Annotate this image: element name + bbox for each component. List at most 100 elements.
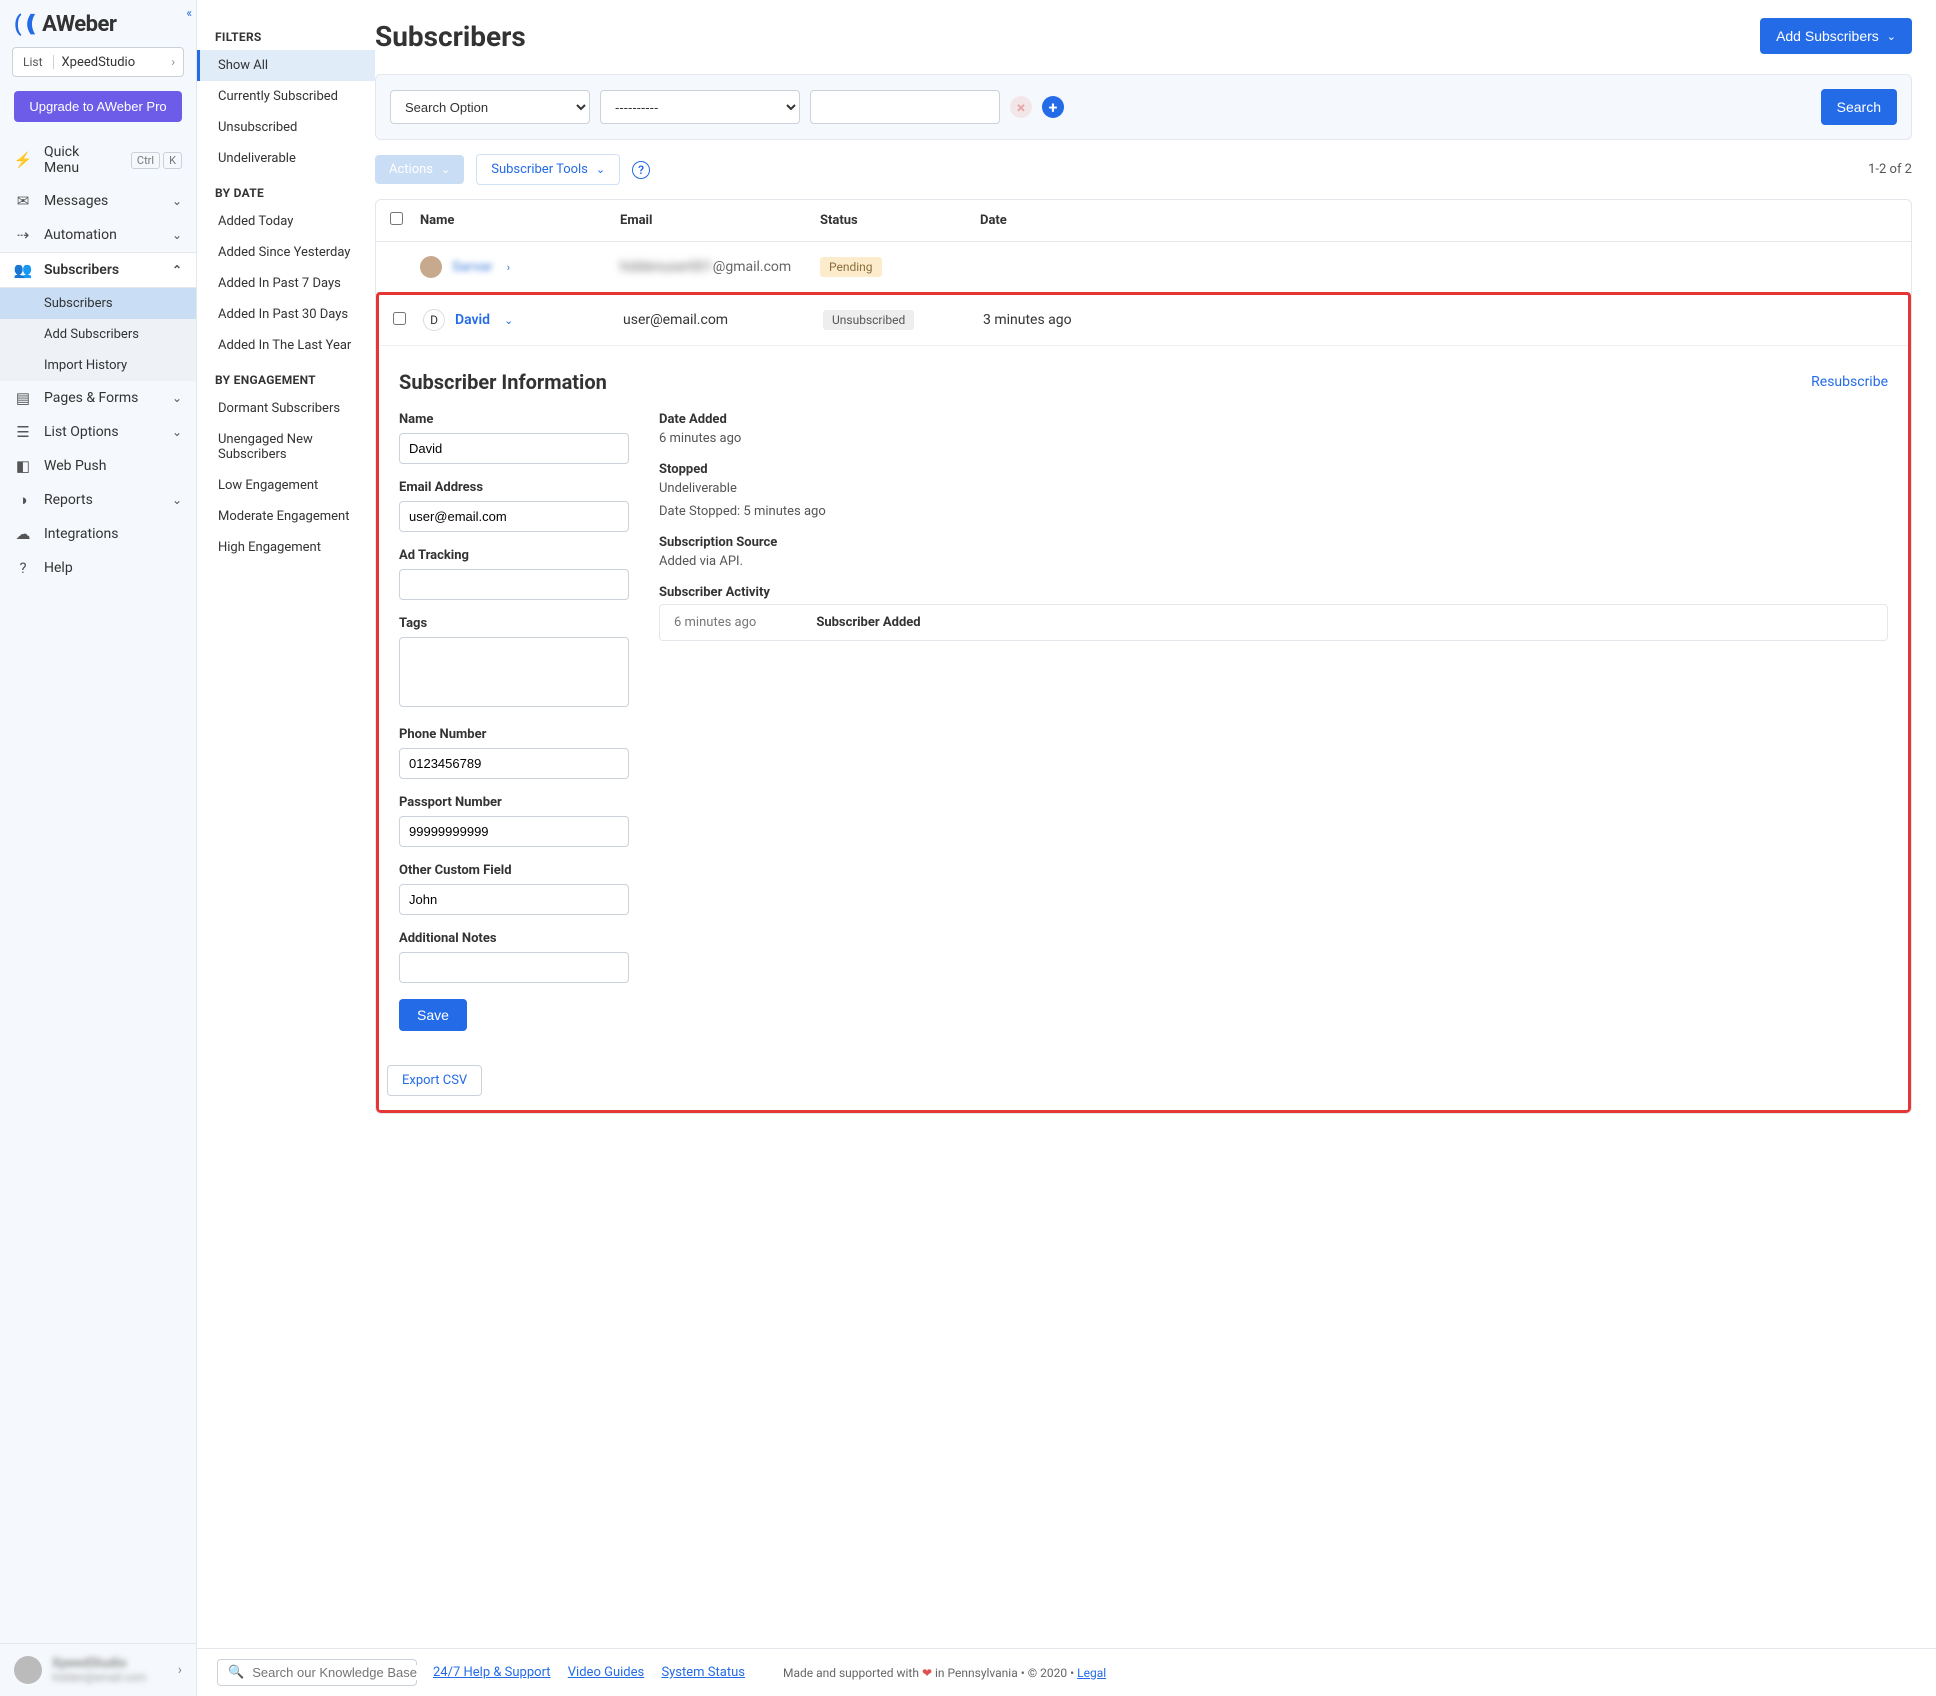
passport-input[interactable] <box>399 816 629 847</box>
table-row[interactable]: D David ⌄ user@email.com Unsubscribed 3 … <box>379 295 1908 346</box>
field-label: Ad Tracking <box>399 548 629 563</box>
filters-column: FILTERS Show All Currently Subscribed Un… <box>197 0 375 1696</box>
nav-quick-menu[interactable]: ⚡ Quick Menu CtrlK <box>0 136 196 184</box>
chevron-down-icon: ⌄ <box>172 194 182 208</box>
brand-logo[interactable]: (❪ AWeber <box>0 0 196 47</box>
resubscribe-link[interactable]: Resubscribe <box>1811 374 1888 390</box>
chart-icon: ◑ <box>14 491 32 509</box>
status-badge: Pending <box>820 257 882 277</box>
help-support-link[interactable]: 24/7 Help & Support <box>433 1665 551 1680</box>
filter-show-all[interactable]: Show All <box>197 50 375 81</box>
filter-undeliverable[interactable]: Undeliverable <box>197 143 375 174</box>
subnav-add-subscribers[interactable]: Add Subscribers <box>0 319 196 350</box>
name-input[interactable] <box>399 433 629 464</box>
row-checkbox[interactable] <box>393 312 406 325</box>
nav-messages[interactable]: ✉ Messages ⌄ <box>0 184 196 218</box>
shortcut-keys: CtrlK <box>128 152 182 168</box>
subscriber-tools-button[interactable]: Subscriber Tools ⌄ <box>476 154 620 185</box>
nav-subscribers[interactable]: 👥 Subscribers ⌃ <box>0 252 196 288</box>
avatar-icon <box>420 256 442 278</box>
filter-currently-subscribed[interactable]: Currently Subscribed <box>197 81 375 112</box>
nav-label: Integrations <box>44 526 118 542</box>
actions-button[interactable]: Actions ⌄ <box>375 155 464 184</box>
nav-integrations[interactable]: ☁ Integrations <box>0 517 196 551</box>
left-sidebar: « (❪ AWeber List XpeedStudio › Upgrade t… <box>0 0 197 1696</box>
system-status-link[interactable]: System Status <box>661 1665 745 1680</box>
help-icon[interactable]: ? <box>632 161 650 179</box>
search-button[interactable]: Search <box>1821 89 1897 125</box>
subscriber-email: user@email.com <box>623 312 823 328</box>
logo-mark-icon: (❪ <box>14 12 40 37</box>
search-value-input[interactable] <box>810 90 1000 124</box>
filter-unsubscribed[interactable]: Unsubscribed <box>197 112 375 143</box>
main-nav: ⚡ Quick Menu CtrlK ✉ Messages ⌄ ⇢ Automa… <box>0 136 196 1643</box>
custom-field-input[interactable] <box>399 884 629 915</box>
heart-icon: ❤ <box>922 1666 932 1680</box>
ad-tracking-input[interactable] <box>399 569 629 600</box>
filter-dormant[interactable]: Dormant Subscribers <box>197 393 375 424</box>
result-count: 1-2 of 2 <box>1868 162 1912 177</box>
filters-engagement-heading: BY ENGAGEMENT <box>197 361 375 393</box>
filter-added-yesterday[interactable]: Added Since Yesterday <box>197 237 375 268</box>
footer-made-in: Made and supported with ❤ in Pennsylvani… <box>783 1666 1106 1680</box>
upgrade-button[interactable]: Upgrade to AWeber Pro <box>14 91 182 122</box>
field-label: Phone Number <box>399 727 629 742</box>
field-label: Passport Number <box>399 795 629 810</box>
filter-past-7-days[interactable]: Added In Past 7 Days <box>197 268 375 299</box>
automation-icon: ⇢ <box>14 226 32 244</box>
list-picker[interactable]: List XpeedStudio › <box>12 47 184 77</box>
add-subscribers-button[interactable]: Add Subscribers ⌄ <box>1760 18 1912 54</box>
filter-unengaged-new[interactable]: Unengaged New Subscribers <box>197 424 375 470</box>
nav-help[interactable]: ? Help <box>0 551 196 585</box>
filter-high-engagement[interactable]: High Engagement <box>197 532 375 563</box>
table-header: Name Email Status Date <box>376 200 1911 242</box>
video-guides-link[interactable]: Video Guides <box>568 1665 644 1680</box>
detail-title: Subscriber Information <box>399 370 607 394</box>
remove-filter-icon[interactable]: × <box>1010 96 1032 118</box>
collapse-sidebar-icon[interactable]: « <box>186 6 192 20</box>
save-button[interactable]: Save <box>399 999 467 1031</box>
bolt-icon: ⚡ <box>14 151 32 169</box>
field-label: Email Address <box>399 480 629 495</box>
table-row[interactable]: Sarvar › hiddenuser001@gmail.com Pending <box>376 242 1911 293</box>
status-badge: Unsubscribed <box>823 310 914 330</box>
filter-last-year[interactable]: Added In The Last Year <box>197 330 375 361</box>
select-all-checkbox[interactable] <box>390 212 403 225</box>
list-picker-label: List <box>13 55 54 69</box>
filter-added-today[interactable]: Added Today <box>197 206 375 237</box>
subnav-subscribers[interactable]: Subscribers <box>0 288 196 319</box>
nav-pages-forms[interactable]: ▤ Pages & Forms ⌄ <box>0 381 196 415</box>
nav-list-options[interactable]: ☰ List Options ⌄ <box>0 415 196 449</box>
notes-input[interactable] <box>399 952 629 983</box>
col-email: Email <box>620 213 820 228</box>
subscriber-name: Sarvar <box>452 259 493 275</box>
button-label: Subscriber Tools <box>491 162 588 177</box>
chevron-down-icon: ⌄ <box>172 391 182 405</box>
phone-input[interactable] <box>399 748 629 779</box>
sidebar-user-info: XpeedStudio hidden@email.com <box>52 1656 168 1684</box>
export-csv-button[interactable]: Export CSV <box>387 1065 482 1096</box>
help-icon: ? <box>14 559 32 577</box>
nav-label: Help <box>44 560 73 576</box>
activity-row: 6 minutes ago Subscriber Added <box>659 604 1888 641</box>
nav-reports[interactable]: ◑ Reports ⌄ <box>0 483 196 517</box>
legal-link[interactable]: Legal <box>1077 1666 1106 1680</box>
nav-web-push[interactable]: ◧ Web Push <box>0 449 196 483</box>
search-option-select[interactable]: Search Option <box>390 90 590 124</box>
kb-search-input[interactable] <box>252 1665 428 1680</box>
search-operator-select[interactable]: ---------- <box>600 90 800 124</box>
col-status: Status <box>820 213 980 228</box>
filter-past-30-days[interactable]: Added In Past 30 Days <box>197 299 375 330</box>
tags-input[interactable] <box>399 637 629 707</box>
filter-moderate-engagement[interactable]: Moderate Engagement <box>197 501 375 532</box>
subnav-import-history[interactable]: Import History <box>0 350 196 381</box>
field-label: Other Custom Field <box>399 863 629 878</box>
filter-low-engagement[interactable]: Low Engagement <box>197 470 375 501</box>
sidebar-user[interactable]: XpeedStudio hidden@email.com › <box>0 1643 196 1696</box>
add-filter-icon[interactable]: + <box>1042 96 1064 118</box>
table-toolbar: Actions ⌄ Subscriber Tools ⌄ ? 1-2 of 2 <box>375 154 1912 185</box>
kb-search[interactable]: 🔍 <box>217 1659 417 1686</box>
nav-automation[interactable]: ⇢ Automation ⌄ <box>0 218 196 252</box>
filters-heading: FILTERS <box>197 18 375 50</box>
email-input[interactable] <box>399 501 629 532</box>
